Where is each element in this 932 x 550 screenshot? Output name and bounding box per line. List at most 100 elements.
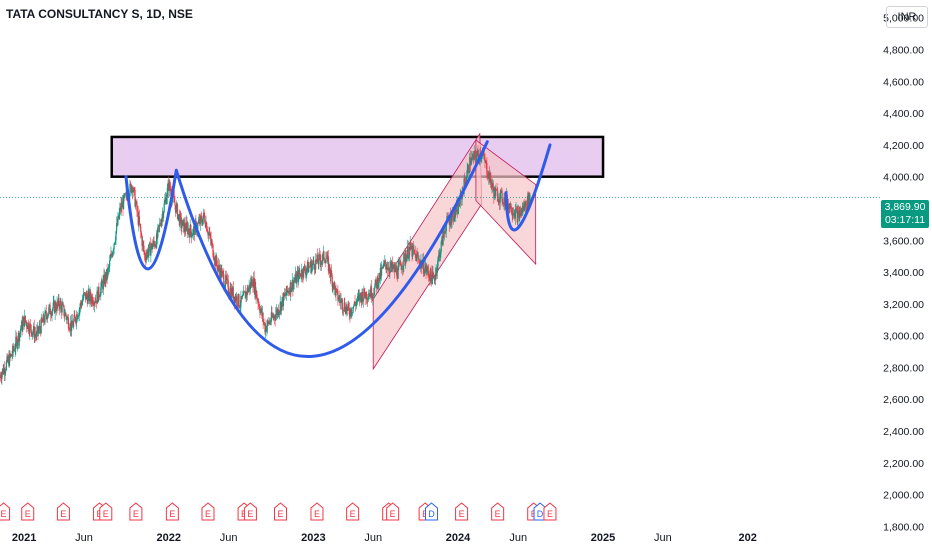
candle — [235, 293, 237, 304]
candle — [117, 211, 119, 227]
candle — [289, 286, 291, 297]
candle — [10, 353, 13, 357]
candle — [135, 198, 137, 210]
candle — [388, 268, 390, 278]
candle — [80, 300, 82, 310]
earnings-marker[interactable]: E — [56, 502, 70, 521]
candle — [159, 217, 161, 233]
candle — [525, 200, 527, 212]
candle — [285, 292, 287, 296]
candle — [441, 235, 443, 245]
candle — [241, 294, 243, 300]
candle — [346, 306, 349, 316]
candle — [271, 312, 274, 319]
candle — [429, 267, 432, 285]
candle — [110, 250, 113, 258]
candle — [137, 206, 139, 227]
earnings-marker[interactable]: E — [201, 502, 215, 521]
candle — [378, 272, 380, 289]
svg-text:E: E — [247, 509, 253, 519]
earnings-marker[interactable]: E — [274, 502, 288, 521]
candle — [259, 305, 262, 315]
candle — [108, 264, 110, 274]
y-tick-label: 5,000.00 — [883, 13, 924, 25]
candle — [474, 150, 476, 160]
earnings-marker[interactable]: E — [0, 502, 11, 521]
price-axis[interactable]: 5,000.00 4,800.00 4,600.00 4,400.00 4,200.00… — [883, 13, 924, 534]
candle — [307, 257, 309, 273]
earnings-marker[interactable]: E — [310, 502, 324, 521]
candle — [176, 202, 178, 212]
candle — [118, 208, 120, 220]
candle — [280, 301, 283, 315]
candle — [509, 201, 511, 209]
earnings-marker[interactable]: E — [21, 502, 35, 521]
candle — [519, 206, 521, 225]
curve-3[interactable] — [504, 143, 552, 232]
candle — [218, 257, 220, 273]
candle — [188, 227, 191, 244]
candle — [46, 312, 49, 323]
earnings-marker[interactable]: E — [346, 502, 360, 521]
candle — [275, 304, 278, 321]
candle — [341, 298, 343, 316]
candle — [396, 269, 399, 282]
candle — [344, 306, 347, 315]
last-price-value: 3,869.90 — [884, 201, 926, 213]
candle — [297, 266, 299, 289]
earnings-marker[interactable]: E — [491, 502, 505, 521]
candle — [7, 354, 9, 364]
curve-2[interactable] — [174, 140, 489, 359]
candle — [93, 300, 96, 313]
candle — [42, 311, 44, 323]
candle — [202, 208, 205, 224]
resistance-zone[interactable] — [110, 135, 605, 178]
candle — [295, 270, 297, 284]
dividend-marker[interactable]: D — [424, 502, 438, 521]
candle — [166, 192, 168, 205]
candle — [68, 323, 70, 331]
candle — [316, 253, 318, 265]
candle — [352, 306, 354, 314]
candle — [56, 296, 58, 313]
candle — [245, 291, 247, 302]
candle — [494, 186, 496, 197]
candle — [27, 322, 29, 332]
candle — [19, 332, 21, 349]
candle — [486, 157, 488, 179]
candle — [340, 293, 342, 310]
earnings-marker[interactable]: E — [243, 502, 257, 521]
candle — [349, 307, 351, 323]
candle — [291, 287, 293, 293]
candle — [179, 211, 181, 231]
candle — [514, 210, 516, 221]
earnings-marker[interactable]: E — [129, 502, 143, 521]
candle — [119, 202, 122, 215]
candle — [244, 285, 246, 299]
candle — [26, 325, 28, 329]
time-axis[interactable]: 2021 Jun 2022 Jun 2023 Jun 2024 Jun 2025 Jun 202 — [12, 532, 757, 544]
candle — [266, 319, 268, 337]
earnings-marker[interactable]: E — [386, 502, 400, 521]
events-layer[interactable]: EEEEEEEEEEEEEEEEDEEEDE — [0, 502, 557, 521]
candle — [261, 305, 263, 319]
candle — [8, 349, 11, 368]
earnings-marker[interactable]: E — [99, 502, 113, 521]
candle — [404, 248, 406, 266]
candle — [204, 219, 206, 229]
earnings-marker[interactable]: E — [455, 502, 469, 521]
svg-text:D: D — [537, 509, 544, 519]
candle — [319, 250, 321, 268]
candle — [484, 153, 486, 169]
currency-selector[interactable]: INR — [886, 6, 928, 28]
candle — [97, 290, 99, 305]
earnings-marker[interactable]: E — [165, 502, 179, 521]
curve-1[interactable] — [124, 168, 178, 271]
candle — [407, 240, 409, 260]
candle — [107, 267, 109, 280]
candle — [105, 272, 107, 288]
candle — [32, 329, 34, 337]
candle — [152, 243, 154, 250]
earnings-marker[interactable]: E — [543, 502, 557, 521]
